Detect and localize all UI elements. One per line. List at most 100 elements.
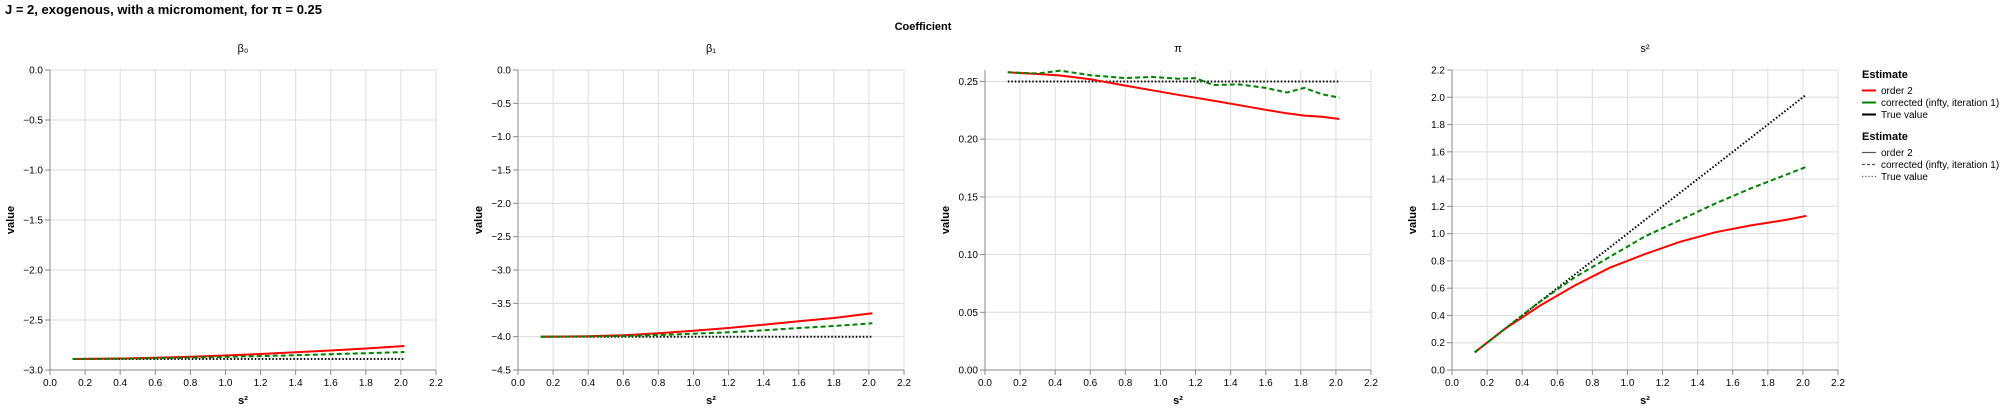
x-tick-label: 0.6 (1083, 378, 1097, 389)
legend-label: order 2 (1881, 148, 1913, 159)
x-tick-label: 1.8 (1294, 378, 1308, 389)
panel-title: s² (1640, 43, 1650, 55)
y-tick-label: 0.0 (29, 66, 43, 77)
x-tick-label: 0.6 (148, 378, 162, 389)
y-tick-label: −2.5 (491, 232, 511, 243)
series-line-order2 (72, 345, 405, 360)
x-tick-label: 1.0 (687, 378, 701, 389)
x-tick-label: 0.4 (1048, 378, 1062, 389)
y-tick-label: −3.0 (491, 266, 511, 277)
x-tick-label: 1.4 (1691, 378, 1705, 389)
x-tick-label: 0.0 (1445, 378, 1459, 389)
x-tick-label: 2.0 (1329, 378, 1343, 389)
x-tick-label: 2.0 (862, 378, 876, 389)
series-line-corrected (540, 322, 873, 338)
legend-label: True value (1881, 172, 1928, 183)
y-tick-label: 0.6 (1431, 284, 1445, 295)
x-tick-label: 0.8 (651, 378, 665, 389)
x-tick-label: 1.2 (1656, 378, 1670, 389)
x-tick-label: 2.0 (1796, 378, 1810, 389)
grid (1451, 69, 1839, 371)
y-tick-label: 0.20 (959, 135, 979, 146)
panel-2: β₁ 0.0 0.2 0.4 0.6 0.8 1.0 1.2 1.4 1.6 1.8 2.0 2.2 −4… (473, 43, 911, 407)
y-tick-label: −2.0 (23, 266, 43, 277)
series-line-corrected (72, 351, 405, 360)
x-tick-label: 0.0 (978, 378, 992, 389)
x-tick-label: 0.2 (546, 378, 560, 389)
x-tick-label: 0.2 (1013, 378, 1027, 389)
x-tick-label: 0.8 (1585, 378, 1599, 389)
legend-label: corrected (infty, iteration 1) (1881, 98, 1999, 109)
x-tick-label: 1.2 (722, 378, 736, 389)
y-tick-label: 1.0 (1431, 229, 1445, 240)
legend-label: order 2 (1881, 86, 1913, 97)
x-tick-label: 0.0 (43, 378, 57, 389)
y-tick-label: −1.0 (23, 166, 43, 177)
y-tick-label: 1.8 (1431, 120, 1445, 131)
y-tick-label: −1.5 (491, 166, 511, 177)
x-tick-label: 0.8 (1118, 378, 1132, 389)
y-tick-label: −1.0 (491, 132, 511, 143)
series-line-corrected (1007, 69, 1340, 99)
panel-title: β₁ (706, 43, 716, 55)
x-axis-title: s² (1173, 395, 1183, 407)
y-axis-title: value (5, 206, 17, 234)
x-tick-label: 0.4 (1515, 378, 1529, 389)
y-tick-label: −1.5 (23, 216, 43, 227)
facet-title: Coefficient (895, 21, 952, 33)
y-tick-label: 0.15 (959, 192, 979, 203)
x-tick-label: 0.4 (113, 378, 127, 389)
grid (517, 69, 905, 371)
series-line-order2 (1007, 71, 1340, 120)
y-tick-label: −4.5 (491, 366, 511, 377)
legend-label: corrected (infty, iteration 1) (1881, 160, 1999, 171)
x-axis-title: s² (238, 395, 248, 407)
x-tick-label: 1.6 (324, 378, 338, 389)
y-tick-label: 0.0 (497, 66, 511, 77)
y-tick-label: −2.5 (23, 316, 43, 327)
figure-title: J = 2, exogenous, with a micromoment, fo… (5, 2, 322, 17)
series-line-order2 (1474, 214, 1807, 354)
x-tick-label: 1.4 (757, 378, 771, 389)
x-tick-label: 1.0 (1621, 378, 1635, 389)
x-tick-label: 2.2 (1831, 378, 1845, 389)
x-tick-label: 2.0 (394, 378, 408, 389)
y-tick-label: −4.0 (491, 332, 511, 343)
x-tick-label: 1.2 (254, 378, 268, 389)
y-tick-label: 0.25 (959, 77, 979, 88)
y-tick-label: 1.4 (1431, 175, 1445, 186)
y-axis-title: value (940, 206, 952, 234)
series-line-true (1474, 93, 1808, 354)
x-tick-label: 1.0 (219, 378, 233, 389)
x-tick-label: 2.2 (1364, 378, 1378, 389)
x-tick-label: 1.4 (1224, 378, 1238, 389)
y-tick-label: 1.6 (1431, 147, 1445, 158)
series-line-order2 (540, 312, 873, 338)
y-tick-label: 2.0 (1431, 93, 1445, 104)
x-tick-label: 0.0 (511, 378, 525, 389)
x-tick-label: 0.8 (183, 378, 197, 389)
y-tick-label: 0.00 (959, 366, 979, 377)
panels: β₀ 0.0 0.2 0.4 0.6 0.8 1.0 1.2 1.4 1.6 1.8 2.0 2.2 −3… (5, 43, 1845, 407)
x-axis-title: s² (706, 395, 716, 407)
y-tick-label: 1.2 (1431, 202, 1445, 213)
y-tick-label: 2.2 (1431, 66, 1445, 77)
x-tick-label: 1.8 (1761, 378, 1775, 389)
y-axis-title: value (473, 206, 485, 234)
y-tick-label: −0.5 (491, 99, 511, 110)
x-tick-label: 2.2 (897, 378, 911, 389)
x-tick-label: 0.2 (1480, 378, 1494, 389)
x-tick-label: 1.8 (359, 378, 373, 389)
y-tick-label: 0.10 (959, 250, 979, 261)
x-tick-label: 0.6 (1550, 378, 1564, 389)
y-axis-title: value (1407, 206, 1419, 234)
y-tick-label: 0.8 (1431, 256, 1445, 267)
x-tick-label: 1.4 (289, 378, 303, 389)
y-tick-label: −0.5 (23, 116, 43, 127)
panel-title: π (1174, 43, 1182, 55)
legend-title: Estimate (1862, 131, 1908, 143)
panel-3: π 0.0 0.2 0.4 0.6 0.8 1.0 1.2 1.4 1.6 1.8 2.0 2.2 0.0… (940, 43, 1378, 407)
panel-1: β₀ 0.0 0.2 0.4 0.6 0.8 1.0 1.2 1.4 1.6 1.8 2.0 2.2 −3… (5, 43, 443, 407)
